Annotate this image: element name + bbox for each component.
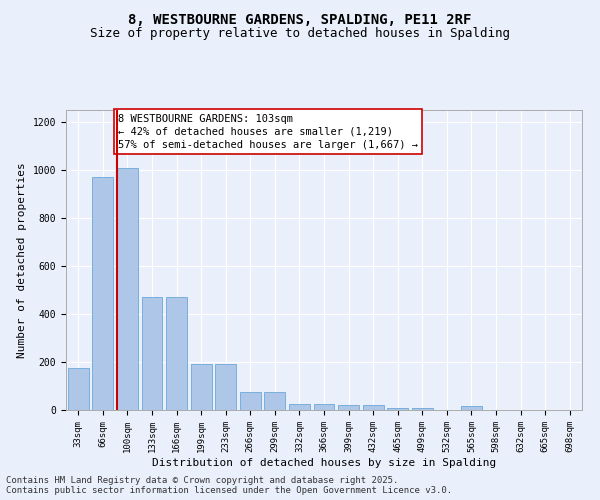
Bar <box>166 297 187 410</box>
Bar <box>412 408 433 410</box>
Bar <box>117 168 138 410</box>
X-axis label: Distribution of detached houses by size in Spalding: Distribution of detached houses by size … <box>152 458 496 468</box>
Bar <box>289 404 310 410</box>
Bar <box>265 392 286 410</box>
Text: Contains HM Land Registry data © Crown copyright and database right 2025.
Contai: Contains HM Land Registry data © Crown c… <box>6 476 452 495</box>
Bar <box>338 405 359 410</box>
Bar <box>68 368 89 410</box>
Bar <box>191 364 212 410</box>
Bar <box>362 405 383 410</box>
Bar <box>92 177 113 410</box>
Bar <box>215 364 236 410</box>
Text: 8 WESTBOURNE GARDENS: 103sqm
← 42% of detached houses are smaller (1,219)
57% of: 8 WESTBOURNE GARDENS: 103sqm ← 42% of de… <box>118 114 418 150</box>
Bar <box>387 408 408 410</box>
Bar <box>461 406 482 410</box>
Bar <box>240 392 261 410</box>
Bar <box>142 297 163 410</box>
Text: 8, WESTBOURNE GARDENS, SPALDING, PE11 2RF: 8, WESTBOURNE GARDENS, SPALDING, PE11 2R… <box>128 12 472 26</box>
Bar <box>314 404 334 410</box>
Y-axis label: Number of detached properties: Number of detached properties <box>17 162 27 358</box>
Text: Size of property relative to detached houses in Spalding: Size of property relative to detached ho… <box>90 28 510 40</box>
